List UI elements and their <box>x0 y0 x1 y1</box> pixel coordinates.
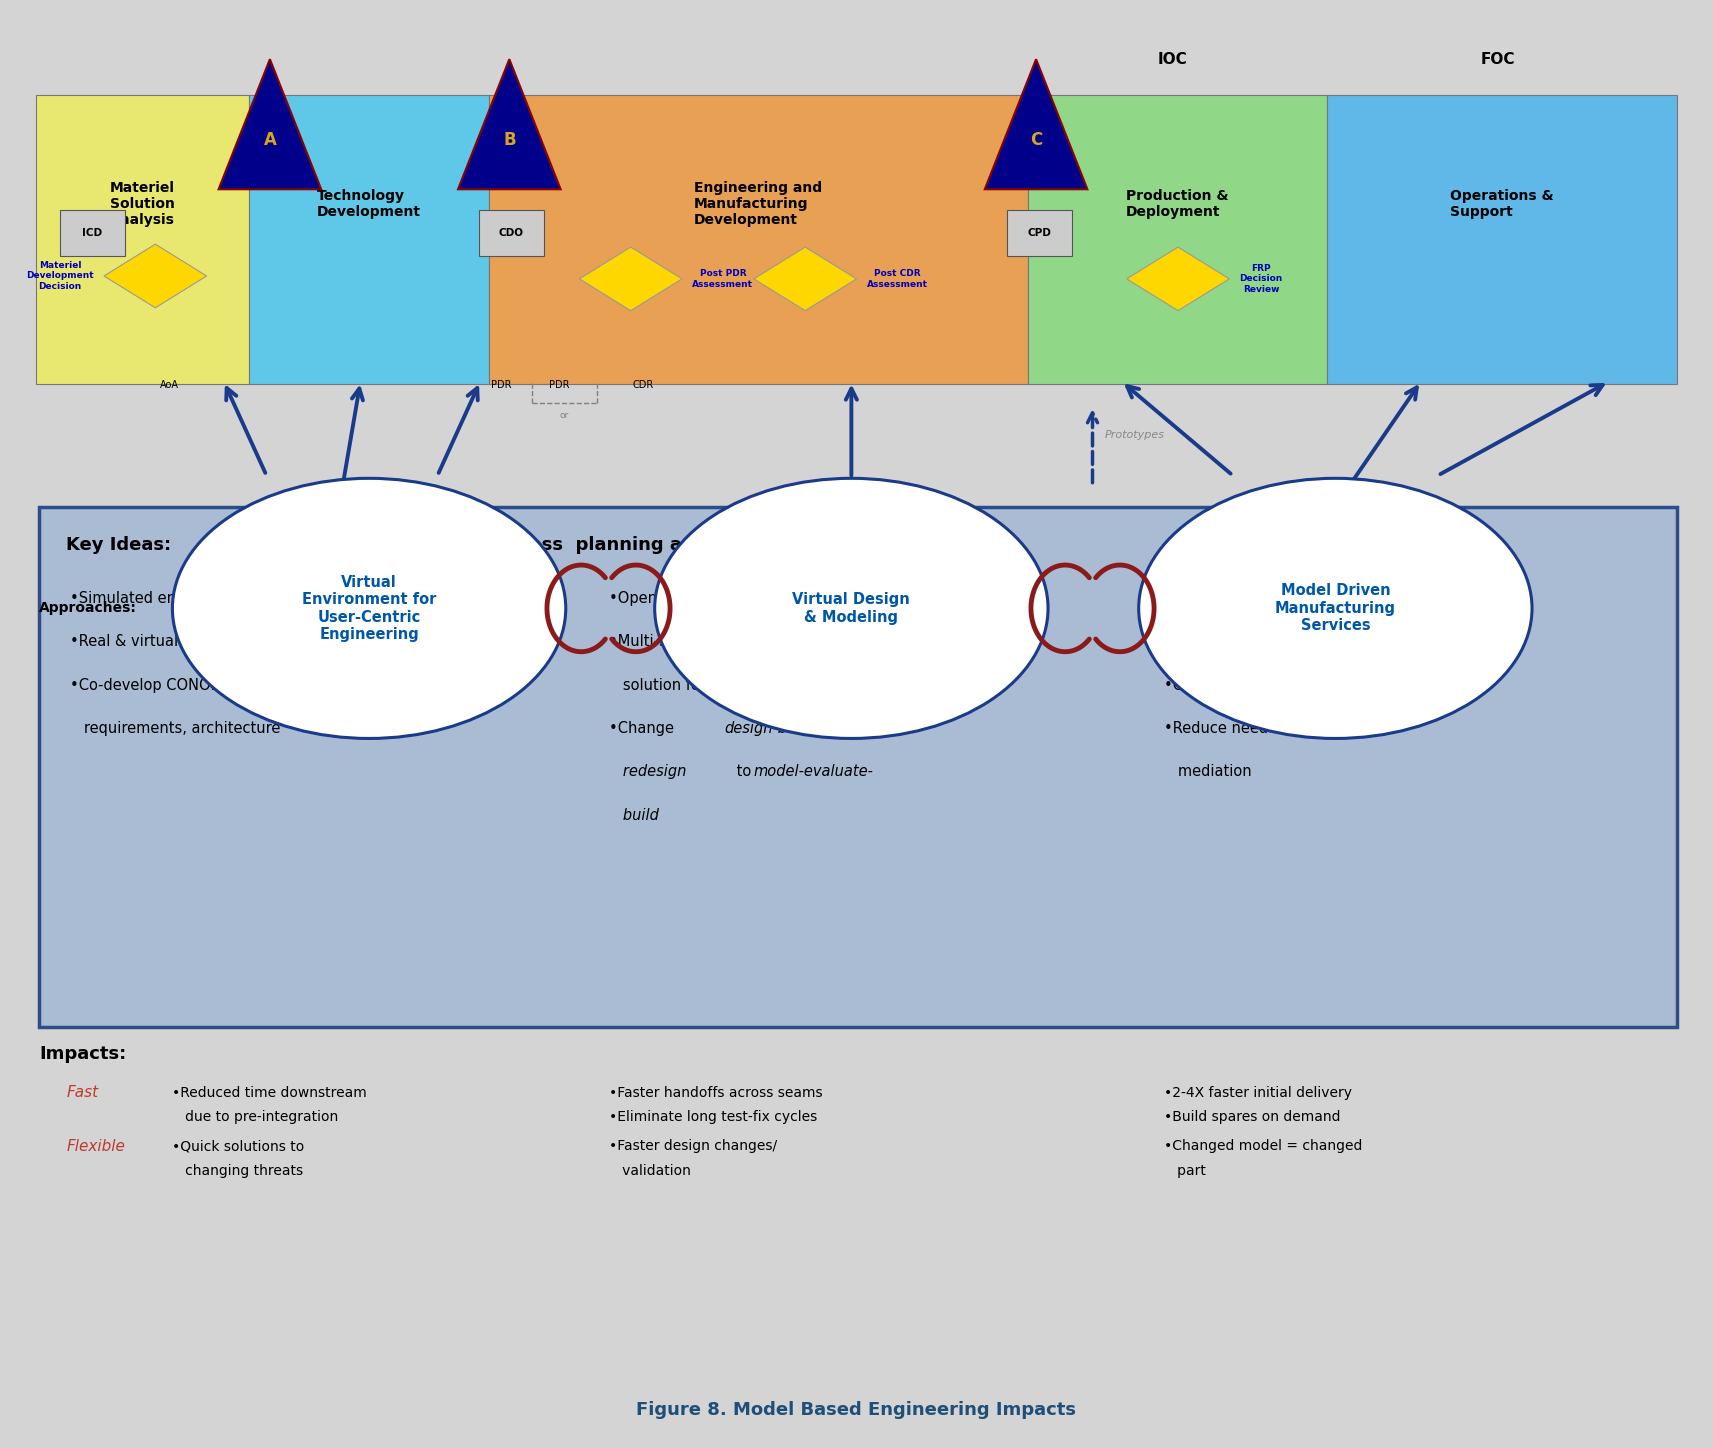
Text: changing threats: changing threats <box>173 1164 303 1177</box>
Text: build: build <box>608 808 658 822</box>
FancyBboxPatch shape <box>1328 96 1677 384</box>
Text: •Faster design changes/: •Faster design changes/ <box>608 1140 776 1153</box>
Text: to: to <box>731 765 755 779</box>
Text: CDR: CDR <box>632 379 653 390</box>
Text: validation: validation <box>608 1164 690 1177</box>
Text: design-build-test-: design-build-test- <box>725 721 853 736</box>
FancyBboxPatch shape <box>1007 210 1072 256</box>
Polygon shape <box>754 248 856 311</box>
Text: FOC: FOC <box>1480 52 1514 67</box>
Text: production,  assurance: production, assurance <box>1165 634 1346 649</box>
Text: Approaches:: Approaches: <box>39 601 137 615</box>
Text: •2-4X faster initial delivery: •2-4X faster initial delivery <box>1165 1086 1352 1099</box>
FancyBboxPatch shape <box>36 96 250 384</box>
Text: Impacts:: Impacts: <box>39 1044 127 1063</box>
FancyBboxPatch shape <box>60 210 125 256</box>
Text: Materiel
Development
Decision: Materiel Development Decision <box>26 261 94 291</box>
Text: due to pre-integration: due to pre-integration <box>173 1111 339 1124</box>
Ellipse shape <box>1139 478 1531 738</box>
Text: •Co-develop CONOPS,: •Co-develop CONOPS, <box>70 678 233 692</box>
Text: Materiel
Solution
Analysis: Materiel Solution Analysis <box>110 181 175 227</box>
Text: ICD: ICD <box>82 227 103 237</box>
Text: Engineering and
Manufacturing
Development: Engineering and Manufacturing Developmen… <box>694 181 822 227</box>
Text: •Faster handoffs across seams: •Faster handoffs across seams <box>608 1086 822 1099</box>
Polygon shape <box>219 59 322 190</box>
Text: CDO: CDO <box>498 227 524 237</box>
Text: •Reduced time downstream: •Reduced time downstream <box>173 1086 367 1099</box>
Text: A: A <box>264 130 276 149</box>
Text: Virtual
Environment for
User-Centric
Engineering: Virtual Environment for User-Centric Eng… <box>301 575 437 641</box>
Polygon shape <box>1127 248 1230 311</box>
Text: mediation: mediation <box>1165 765 1252 779</box>
Text: •Multi-scale modeling and: •Multi-scale modeling and <box>608 634 802 649</box>
Text: CPD: CPD <box>1028 227 1052 237</box>
Text: FRP
Decision
Review: FRP Decision Review <box>1240 264 1283 294</box>
Text: Post CDR
Assessment: Post CDR Assessment <box>867 269 928 288</box>
Text: •Build spares on demand: •Build spares on demand <box>1165 1111 1341 1124</box>
Ellipse shape <box>654 478 1048 738</box>
Text: Prototypes: Prototypes <box>1105 430 1165 440</box>
Text: Virtual Design
& Modeling: Virtual Design & Modeling <box>793 592 910 624</box>
Text: •Changed model = changed: •Changed model = changed <box>1165 1140 1364 1153</box>
Text: redesign: redesign <box>608 765 685 779</box>
Polygon shape <box>457 59 560 190</box>
Text: requirements, architecture: requirements, architecture <box>70 721 281 736</box>
Text: •Quick solutions to: •Quick solutions to <box>173 1140 305 1153</box>
Text: Fast: Fast <box>67 1085 99 1100</box>
Text: IOC: IOC <box>1158 52 1187 67</box>
Text: •Open systems tools framework: •Open systems tools framework <box>608 591 846 607</box>
Text: Key Ideas:: Key Ideas: <box>67 536 171 553</box>
Text: •Change: •Change <box>608 721 678 736</box>
Text: solution feasibility evidence: solution feasibility evidence <box>608 678 827 692</box>
FancyBboxPatch shape <box>250 96 488 384</box>
Text: •Composable supply chain: •Composable supply chain <box>1165 678 1362 692</box>
Text: •Model driven process  planning and control: •Model driven process planning and contr… <box>334 536 785 553</box>
Text: Production &
Deployment: Production & Deployment <box>1125 188 1228 219</box>
Polygon shape <box>985 59 1088 190</box>
FancyBboxPatch shape <box>478 210 543 256</box>
Text: PDR: PDR <box>490 379 510 390</box>
Text: C: C <box>1030 130 1042 149</box>
Text: or: or <box>560 411 569 420</box>
Text: B: B <box>504 130 516 149</box>
Text: Model Driven
Manufacturing
Services: Model Driven Manufacturing Services <box>1274 584 1396 633</box>
Text: Flexible: Flexible <box>67 1138 125 1154</box>
Ellipse shape <box>173 478 565 738</box>
Text: part: part <box>1165 1164 1206 1177</box>
Text: PDR: PDR <box>548 379 569 390</box>
Text: •Model driven setup,: •Model driven setup, <box>1165 591 1319 607</box>
FancyBboxPatch shape <box>39 507 1677 1028</box>
Text: •Real & virtual prototypes: •Real & virtual prototypes <box>70 634 262 649</box>
Text: model-evaluate-: model-evaluate- <box>754 765 874 779</box>
Text: Technology
Development: Technology Development <box>317 188 421 219</box>
Text: AoA: AoA <box>159 379 178 390</box>
Text: •Eliminate long test-fix cycles: •Eliminate long test-fix cycles <box>608 1111 817 1124</box>
Polygon shape <box>104 245 207 308</box>
FancyBboxPatch shape <box>488 96 1028 384</box>
Text: Post PDR
Assessment: Post PDR Assessment <box>692 269 754 288</box>
Text: •Simulated environment: •Simulated environment <box>70 591 250 607</box>
Text: •Reduce need for human: •Reduce need for human <box>1165 721 1350 736</box>
Text: Figure 8. Model Based Engineering Impacts: Figure 8. Model Based Engineering Impact… <box>637 1402 1076 1419</box>
Text: Operations &
Support: Operations & Support <box>1451 188 1554 219</box>
Polygon shape <box>579 248 682 311</box>
FancyBboxPatch shape <box>1028 96 1328 384</box>
